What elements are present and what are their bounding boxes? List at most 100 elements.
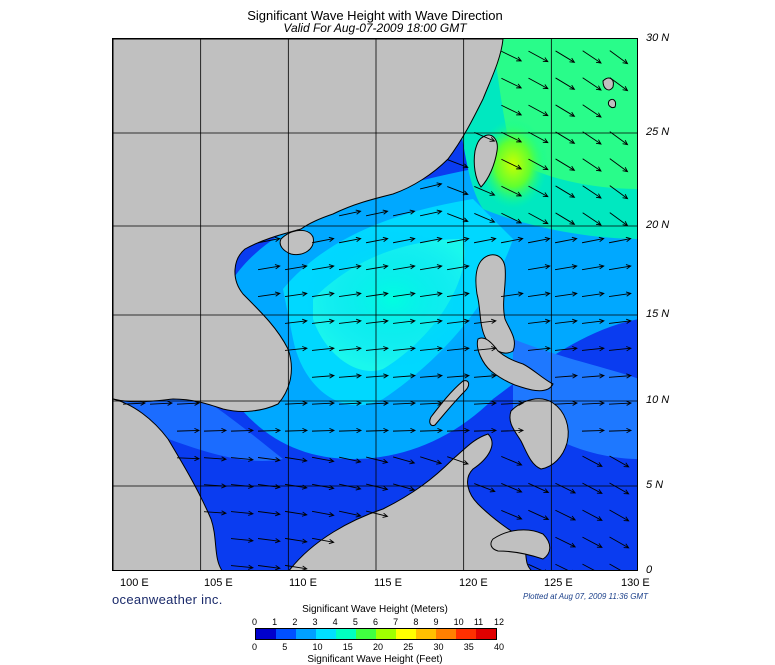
wave-direction-arrow — [446, 318, 470, 324]
wave-direction-arrows — [122, 50, 633, 570]
wave-direction-arrow — [176, 455, 201, 462]
wave-direction-arrow — [338, 456, 362, 464]
wave-direction-arrow — [500, 427, 525, 434]
wave-direction-arrow — [582, 158, 602, 172]
wave-direction-arrow — [257, 538, 281, 544]
colorbar-meters-tick: 11 — [473, 617, 484, 627]
wave-direction-arrow — [528, 185, 549, 198]
wave-direction-arrow — [284, 346, 308, 352]
wave-direction-arrow — [338, 346, 362, 352]
colorbar-meters-tick: 2 — [292, 617, 298, 627]
palawan-island — [429, 380, 470, 426]
wave-direction-arrow — [365, 318, 389, 324]
wave-direction-arrow — [473, 400, 498, 406]
wave-direction-arrow — [284, 483, 308, 490]
colorbar-title-meters: Significant Wave Height (Meters) — [302, 604, 448, 615]
wave-direction-arrow — [554, 400, 579, 406]
colorbar-feet-tick: 0 — [252, 642, 258, 652]
colorbar-meters-tick: 6 — [373, 617, 379, 627]
wave-direction-arrow — [393, 483, 416, 492]
wave-direction-arrow — [608, 264, 632, 271]
wave-direction-arrow — [257, 511, 281, 517]
wave-direction-arrow — [284, 510, 308, 517]
colorbar-meters-tick: 5 — [352, 617, 358, 627]
wave-direction-arrow — [338, 264, 362, 271]
colorbar-meters-tick: 3 — [312, 617, 318, 627]
wave-direction-arrow — [311, 427, 336, 434]
wave-direction-arrow — [365, 400, 390, 406]
wave-direction-arrow — [338, 483, 362, 491]
wave-direction-arrow — [474, 483, 496, 493]
wave-direction-arrow — [474, 131, 496, 142]
wave-direction-arrow — [528, 212, 549, 225]
wave-direction-arrow — [311, 373, 335, 379]
wave-direction-arrow — [554, 236, 578, 244]
colorbar — [255, 628, 497, 640]
wave-direction-arrow — [501, 158, 523, 170]
wave-direction-arrow — [609, 563, 621, 570]
wave-direction-arrow — [528, 77, 549, 90]
wave-direction-arrow — [447, 159, 469, 169]
wave-direction-arrow — [203, 456, 227, 462]
wave-direction-arrow — [284, 264, 308, 271]
wave-direction-arrow — [122, 400, 147, 406]
lon-label-115e: 115 E — [374, 577, 402, 589]
wave-direction-arrow — [473, 318, 497, 324]
lon-label-110e: 110 E — [289, 577, 317, 589]
lon-label-105e: 105 E — [204, 577, 233, 589]
colorbar-title-feet: Significant Wave Height (Feet) — [307, 654, 443, 665]
colorbar-meters-tick: 9 — [433, 617, 439, 627]
wave-direction-arrow — [527, 236, 551, 244]
wave-direction-arrow — [581, 427, 606, 434]
wave-direction-arrow — [608, 427, 633, 434]
wave-direction-arrow — [582, 509, 603, 521]
wave-direction-arrow — [311, 264, 335, 271]
colorbar-feet-tick: 5 — [282, 642, 288, 652]
wave-direction-arrow — [582, 482, 603, 494]
wave-direction-arrow — [528, 509, 550, 521]
wave-direction-arrow — [203, 427, 228, 434]
wave-direction-arrow — [608, 291, 632, 298]
wave-direction-arrow — [419, 427, 444, 434]
wave-direction-arrow — [311, 318, 335, 324]
wave-direction-arrow — [338, 291, 362, 298]
colorbar-meters-tick: 7 — [393, 617, 399, 627]
wave-direction-arrow — [230, 510, 254, 516]
colorbar-feet-tick: 40 — [494, 642, 505, 652]
wave-direction-arrow — [608, 236, 632, 244]
lat-lon-grid — [113, 39, 637, 570]
ryukyu-islands — [602, 77, 616, 108]
wave-direction-arrow — [419, 318, 443, 324]
wave-direction-arrow — [284, 427, 309, 434]
colorbar-feet-tick: 20 — [373, 642, 384, 652]
wave-direction-arrow — [447, 213, 469, 223]
wave-direction-arrow — [366, 456, 389, 464]
colorbar-feet-tick: 10 — [312, 642, 323, 652]
wave-direction-arrow — [338, 427, 363, 434]
wave-direction-arrow — [555, 185, 576, 198]
wave-direction-arrow — [257, 484, 281, 490]
wave-direction-arrow — [419, 209, 443, 217]
wave-direction-arrow — [582, 77, 602, 91]
wave-direction-arrow — [365, 264, 389, 271]
wave-direction-arrow — [501, 483, 523, 493]
wave-direction-arrow — [338, 209, 362, 217]
wave-direction-arrow — [609, 50, 629, 65]
wave-direction-arrow — [554, 264, 578, 271]
wave-direction-arrow — [555, 50, 576, 63]
wave-direction-arrow — [608, 318, 632, 324]
wave-direction-arrow — [366, 483, 389, 491]
wave-direction-arrow — [419, 264, 443, 271]
wave-direction-arrow — [176, 427, 201, 434]
wave-direction-arrow — [230, 456, 254, 462]
wave-direction-arrow — [582, 131, 602, 145]
wave-direction-arrow — [581, 346, 605, 352]
wave-direction-arrow — [609, 455, 630, 468]
wave-direction-arrow — [392, 291, 416, 298]
lat-label-30n: 30 N — [646, 32, 670, 44]
wave-direction-arrow — [582, 536, 603, 548]
wave-direction-arrow — [176, 400, 201, 406]
wave-direction-arrow — [500, 400, 525, 406]
wave-direction-arrow — [419, 346, 443, 352]
wave-direction-arrow — [257, 457, 281, 463]
